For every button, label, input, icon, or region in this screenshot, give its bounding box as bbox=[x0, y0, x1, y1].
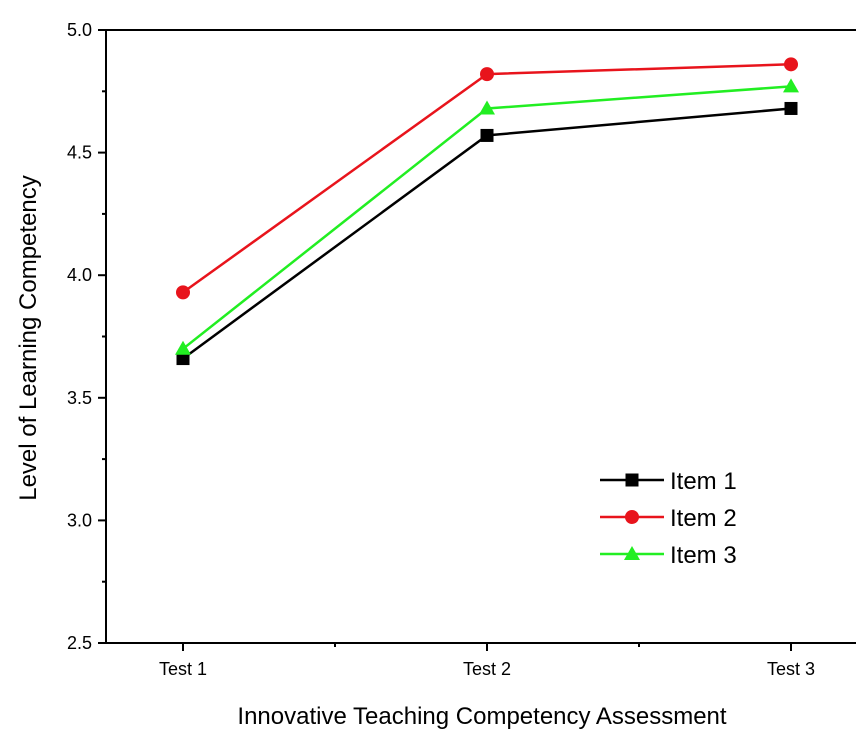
legend-item-1: Item 1 bbox=[600, 468, 737, 495]
y-tick-label: 4.5 bbox=[67, 143, 92, 163]
circle-marker bbox=[176, 285, 190, 300]
square-marker bbox=[176, 352, 190, 366]
circle-marker bbox=[784, 57, 798, 72]
y-tick-label: 3.0 bbox=[67, 510, 92, 530]
triangle-marker bbox=[479, 100, 495, 115]
axis-frame bbox=[105, 29, 856, 644]
series-line bbox=[182, 63, 792, 294]
legend-item-3: Item 3 bbox=[600, 542, 737, 569]
triangle-marker bbox=[624, 546, 640, 560]
legend-label: Item 1 bbox=[670, 468, 737, 495]
series-layer bbox=[175, 57, 799, 366]
series-2 bbox=[176, 57, 798, 300]
series-line bbox=[182, 85, 792, 350]
series-line bbox=[182, 107, 792, 360]
y-tick-label: 2.5 bbox=[67, 633, 92, 653]
square-marker bbox=[480, 128, 494, 142]
y-tick-label: 4.0 bbox=[67, 265, 92, 285]
x-tick-label: Test 1 bbox=[159, 659, 207, 679]
x-tick-label: Test 2 bbox=[463, 659, 511, 679]
circle-marker bbox=[625, 510, 639, 524]
y-axis-title: Level of Learning Competency bbox=[15, 175, 42, 501]
y-tick-label: 5.0 bbox=[67, 20, 92, 40]
x-tick-label: Test 3 bbox=[767, 659, 815, 679]
square-marker bbox=[625, 473, 639, 487]
legend-label: Item 2 bbox=[670, 505, 737, 532]
x-axis-title: Innovative Teaching Competency Assessmen… bbox=[237, 703, 726, 730]
legend-label: Item 3 bbox=[670, 542, 737, 569]
circle-marker bbox=[480, 67, 494, 82]
y-tick-label: 3.5 bbox=[67, 388, 92, 408]
square-marker bbox=[784, 101, 798, 115]
triangle-marker bbox=[175, 340, 191, 355]
legend: Item 1 Item 2 Item 3 bbox=[600, 468, 737, 569]
triangle-marker bbox=[783, 78, 799, 93]
y-axis: 2.5 3.0 3.5 4.0 4.5 5.0 bbox=[67, 20, 106, 653]
series-1 bbox=[176, 101, 798, 366]
legend-item-2: Item 2 bbox=[600, 505, 737, 532]
x-axis: Test 1 Test 2 Test 3 bbox=[159, 643, 815, 679]
plot-frame bbox=[105, 29, 856, 644]
series-3 bbox=[175, 78, 799, 355]
